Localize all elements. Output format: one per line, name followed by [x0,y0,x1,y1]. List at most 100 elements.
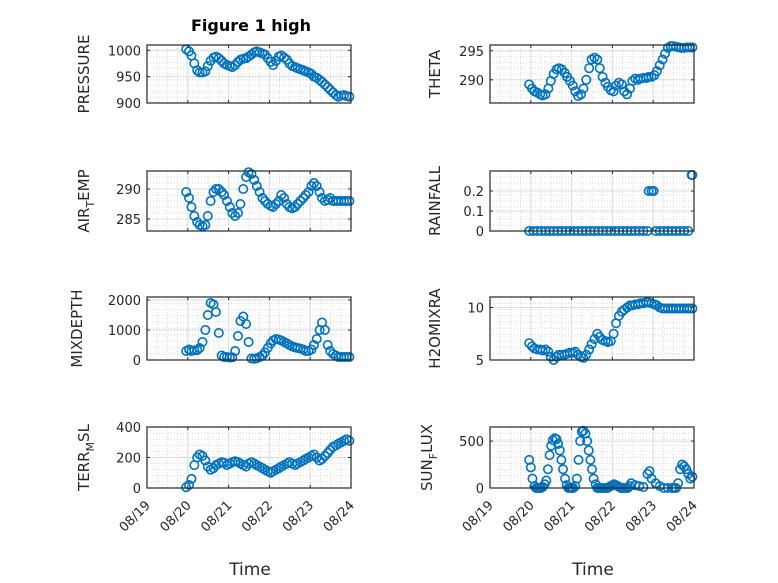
y-axis-label: PRESSURE [75,35,93,114]
subplot-h2omixra: 5 10 H2OMIXRA [426,288,698,369]
data-point [241,318,252,329]
y-tick-label: 0.1 [463,205,484,220]
data-point [575,436,586,447]
data-point [578,83,589,94]
data-point [660,48,671,59]
x-tick-label: 08/19 [117,498,154,535]
data-point [588,473,599,484]
data-point [298,193,309,204]
data-point [622,89,633,100]
data-point [582,436,593,447]
x-tick-label: 08/21 [198,498,235,535]
axes-box [146,44,352,104]
data-point [308,339,319,350]
data-point [558,464,569,475]
data-point [230,345,241,356]
data-point [619,86,630,97]
x-tick-label: 08/23 [623,498,660,535]
data-point [238,184,249,195]
data-point [213,184,224,195]
y-tick-label: 0 [476,482,484,497]
data-point [184,479,195,490]
data-point [317,76,328,87]
y-axis-label: MIXDEPTH [68,289,86,367]
data-point [567,80,578,91]
data-point [213,53,224,64]
data-point [243,336,254,347]
data-point [279,193,290,204]
x-tick-label: 08/20 [501,498,538,535]
data-point [344,351,355,362]
data-point [276,190,287,201]
series-mixdepth [181,297,355,364]
data-point [573,454,584,465]
y-tick-label: 200 [116,452,141,467]
subplot-sun_flux: 0 500 08/19 08/20 08/21 08/22 08/23 08/24 SUNFLU… [418,424,701,580]
y-tick-label: 0.2 [463,185,484,200]
axes-box [489,296,695,361]
data-point [224,202,235,213]
y-tick-label: 1000 [108,324,141,339]
data-point [210,184,221,195]
data-point [648,186,659,197]
data-point [525,462,536,473]
data-point [608,328,619,339]
y-axis-label: AIRTEMP [75,169,97,232]
y-tick-label: 900 [116,97,141,112]
y-tick-label: 2000 [108,294,141,309]
data-point [230,60,241,71]
data-point [200,66,211,77]
data-point [314,187,325,198]
data-point [584,63,595,74]
data-point [268,202,279,213]
data-point [654,60,665,71]
series-h2omixra [524,297,698,365]
data-point [581,349,592,360]
data-point [556,454,567,465]
data-point [200,455,211,466]
data-point [200,324,211,335]
x-tick-label: 08/20 [158,498,195,535]
x-tick-label: 08/24 [321,498,358,535]
data-point [292,199,303,210]
data-point [651,300,662,311]
axes-box [489,170,695,232]
data-point [322,82,333,93]
data-point [687,42,698,53]
data-point [542,464,553,475]
x-axis-label: Time [228,560,271,580]
y-axis-label: RAINFALL [426,165,444,236]
data-point [681,464,692,475]
y-tick-label: 290 [116,183,141,198]
data-point [306,181,317,192]
data-point [259,196,270,207]
data-point [597,71,608,82]
data-point [583,445,594,456]
x-axis-label: Time [571,560,614,580]
data-point [210,306,221,317]
data-point [322,447,333,458]
data-point [300,190,311,201]
data-point [232,208,243,219]
y-tick-label: 950 [116,71,141,86]
x-tick-label: 08/22 [239,498,276,535]
x-tick-label: 08/24 [664,498,701,535]
data-point [592,54,603,65]
data-point [527,341,538,352]
series-theta [524,41,698,102]
data-point [319,324,330,335]
y-tick-label: 0 [133,482,141,497]
data-point [257,193,268,204]
subplot-rainfall: 0 0.1 0.2 RAINFALL [426,165,698,240]
data-point [254,187,265,198]
y-tick-label: 10 [467,302,484,317]
data-point [279,52,290,63]
data-point [651,66,662,77]
data-point [230,211,241,222]
data-point [551,434,562,445]
data-point [608,86,619,97]
data-point [290,202,301,213]
data-point [205,196,216,207]
